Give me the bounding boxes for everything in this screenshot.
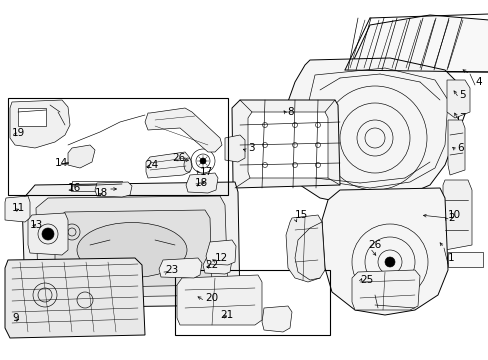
- Polygon shape: [159, 258, 202, 278]
- Text: 23: 23: [164, 265, 178, 275]
- Text: 4: 4: [474, 77, 481, 87]
- Circle shape: [200, 158, 205, 164]
- Text: 13: 13: [30, 220, 43, 230]
- Polygon shape: [203, 255, 231, 274]
- Text: 18: 18: [95, 188, 108, 198]
- Polygon shape: [231, 100, 339, 188]
- Text: 26: 26: [172, 153, 185, 163]
- Bar: [447, 252, 482, 267]
- Ellipse shape: [77, 222, 186, 278]
- Polygon shape: [55, 210, 212, 288]
- Bar: [18, 108, 46, 126]
- Polygon shape: [247, 112, 327, 178]
- Polygon shape: [321, 188, 447, 315]
- Polygon shape: [351, 270, 419, 310]
- Text: 18: 18: [195, 178, 208, 188]
- Circle shape: [42, 228, 54, 240]
- Text: 1: 1: [447, 253, 454, 263]
- Ellipse shape: [183, 158, 192, 172]
- Polygon shape: [442, 180, 471, 250]
- Text: 6: 6: [456, 143, 463, 153]
- Polygon shape: [280, 58, 459, 205]
- Polygon shape: [68, 145, 95, 168]
- Polygon shape: [205, 240, 236, 265]
- Text: 15: 15: [294, 210, 307, 220]
- Text: 3: 3: [247, 143, 254, 153]
- Text: 17: 17: [200, 167, 213, 177]
- Polygon shape: [5, 196, 30, 222]
- Polygon shape: [10, 100, 70, 148]
- Text: 21: 21: [220, 310, 233, 320]
- Bar: [8, 98, 227, 195]
- Bar: [175, 270, 329, 335]
- Polygon shape: [447, 120, 464, 175]
- Polygon shape: [5, 258, 145, 338]
- Polygon shape: [285, 215, 325, 282]
- Polygon shape: [446, 80, 469, 118]
- Text: 19: 19: [12, 128, 25, 138]
- Text: 5: 5: [458, 90, 465, 100]
- Polygon shape: [347, 15, 488, 72]
- Polygon shape: [146, 152, 190, 178]
- Text: 25: 25: [359, 275, 372, 285]
- Bar: [72, 181, 122, 191]
- Polygon shape: [28, 213, 68, 255]
- Text: 22: 22: [204, 260, 218, 270]
- Text: 24: 24: [145, 160, 158, 170]
- Text: 14: 14: [55, 158, 68, 168]
- Text: 12: 12: [215, 253, 228, 263]
- Text: 8: 8: [286, 107, 293, 117]
- Text: 16: 16: [68, 183, 81, 193]
- Text: 7: 7: [458, 113, 465, 123]
- Text: 2: 2: [447, 213, 454, 223]
- Circle shape: [384, 257, 394, 267]
- Text: 9: 9: [12, 313, 19, 323]
- Text: 10: 10: [447, 210, 460, 220]
- Polygon shape: [95, 182, 132, 197]
- Text: 11: 11: [12, 203, 25, 213]
- Polygon shape: [185, 173, 218, 193]
- Polygon shape: [36, 196, 227, 298]
- Polygon shape: [177, 275, 262, 325]
- Text: 20: 20: [204, 293, 218, 303]
- Text: 26: 26: [367, 240, 381, 250]
- Polygon shape: [262, 306, 291, 332]
- Polygon shape: [224, 135, 244, 162]
- Polygon shape: [145, 108, 222, 152]
- Polygon shape: [22, 182, 240, 308]
